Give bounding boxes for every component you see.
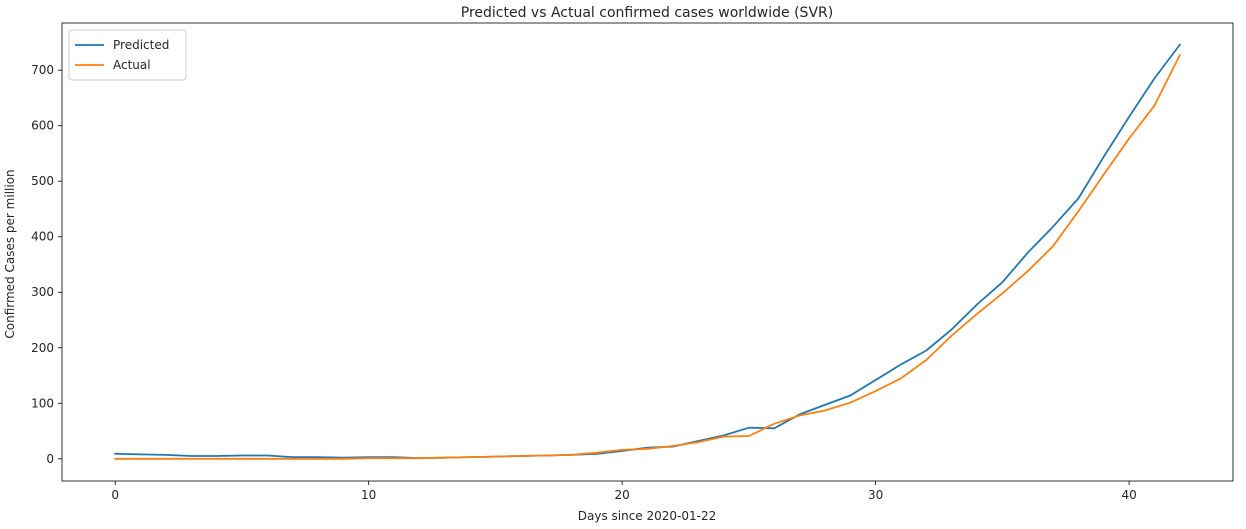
- series-line-actual: [114, 53, 1182, 460]
- y-tick-label: 200: [31, 341, 54, 355]
- x-tick-label: 0: [111, 488, 119, 502]
- y-tick-label: 100: [31, 396, 54, 410]
- plot-frame: [61, 22, 1234, 482]
- y-tick-label: 500: [31, 174, 54, 188]
- legend-label-actual: Actual: [113, 58, 151, 72]
- y-tick-label: 700: [31, 63, 54, 77]
- chart-title: Predicted vs Actual confirmed cases worl…: [461, 5, 833, 21]
- x-tick-label: 10: [361, 488, 376, 502]
- series-lines: [114, 43, 1182, 460]
- x-tick-label: 40: [1121, 488, 1136, 502]
- x-tick-label: 30: [868, 488, 883, 502]
- y-tick-label: 400: [31, 230, 54, 244]
- y-tick-label: 600: [31, 119, 54, 133]
- x-axis: 0 10 20 30 40: [111, 481, 1137, 502]
- plot-area: [61, 22, 1234, 482]
- legend-frame: [68, 29, 187, 81]
- y-axis-label: Confirmed Cases per million: [3, 169, 17, 338]
- x-tick-label: 20: [615, 488, 630, 502]
- series-line-predicted: [114, 43, 1182, 460]
- x-axis-label: Days since 2020-01-22: [578, 509, 717, 523]
- legend: Predicted Actual: [68, 29, 187, 81]
- y-tick-label: 300: [31, 285, 54, 299]
- y-axis: 0 100 200 300 400 500 600 700: [31, 63, 62, 466]
- legend-label-predicted: Predicted: [113, 38, 169, 52]
- y-tick-label: 0: [46, 452, 54, 466]
